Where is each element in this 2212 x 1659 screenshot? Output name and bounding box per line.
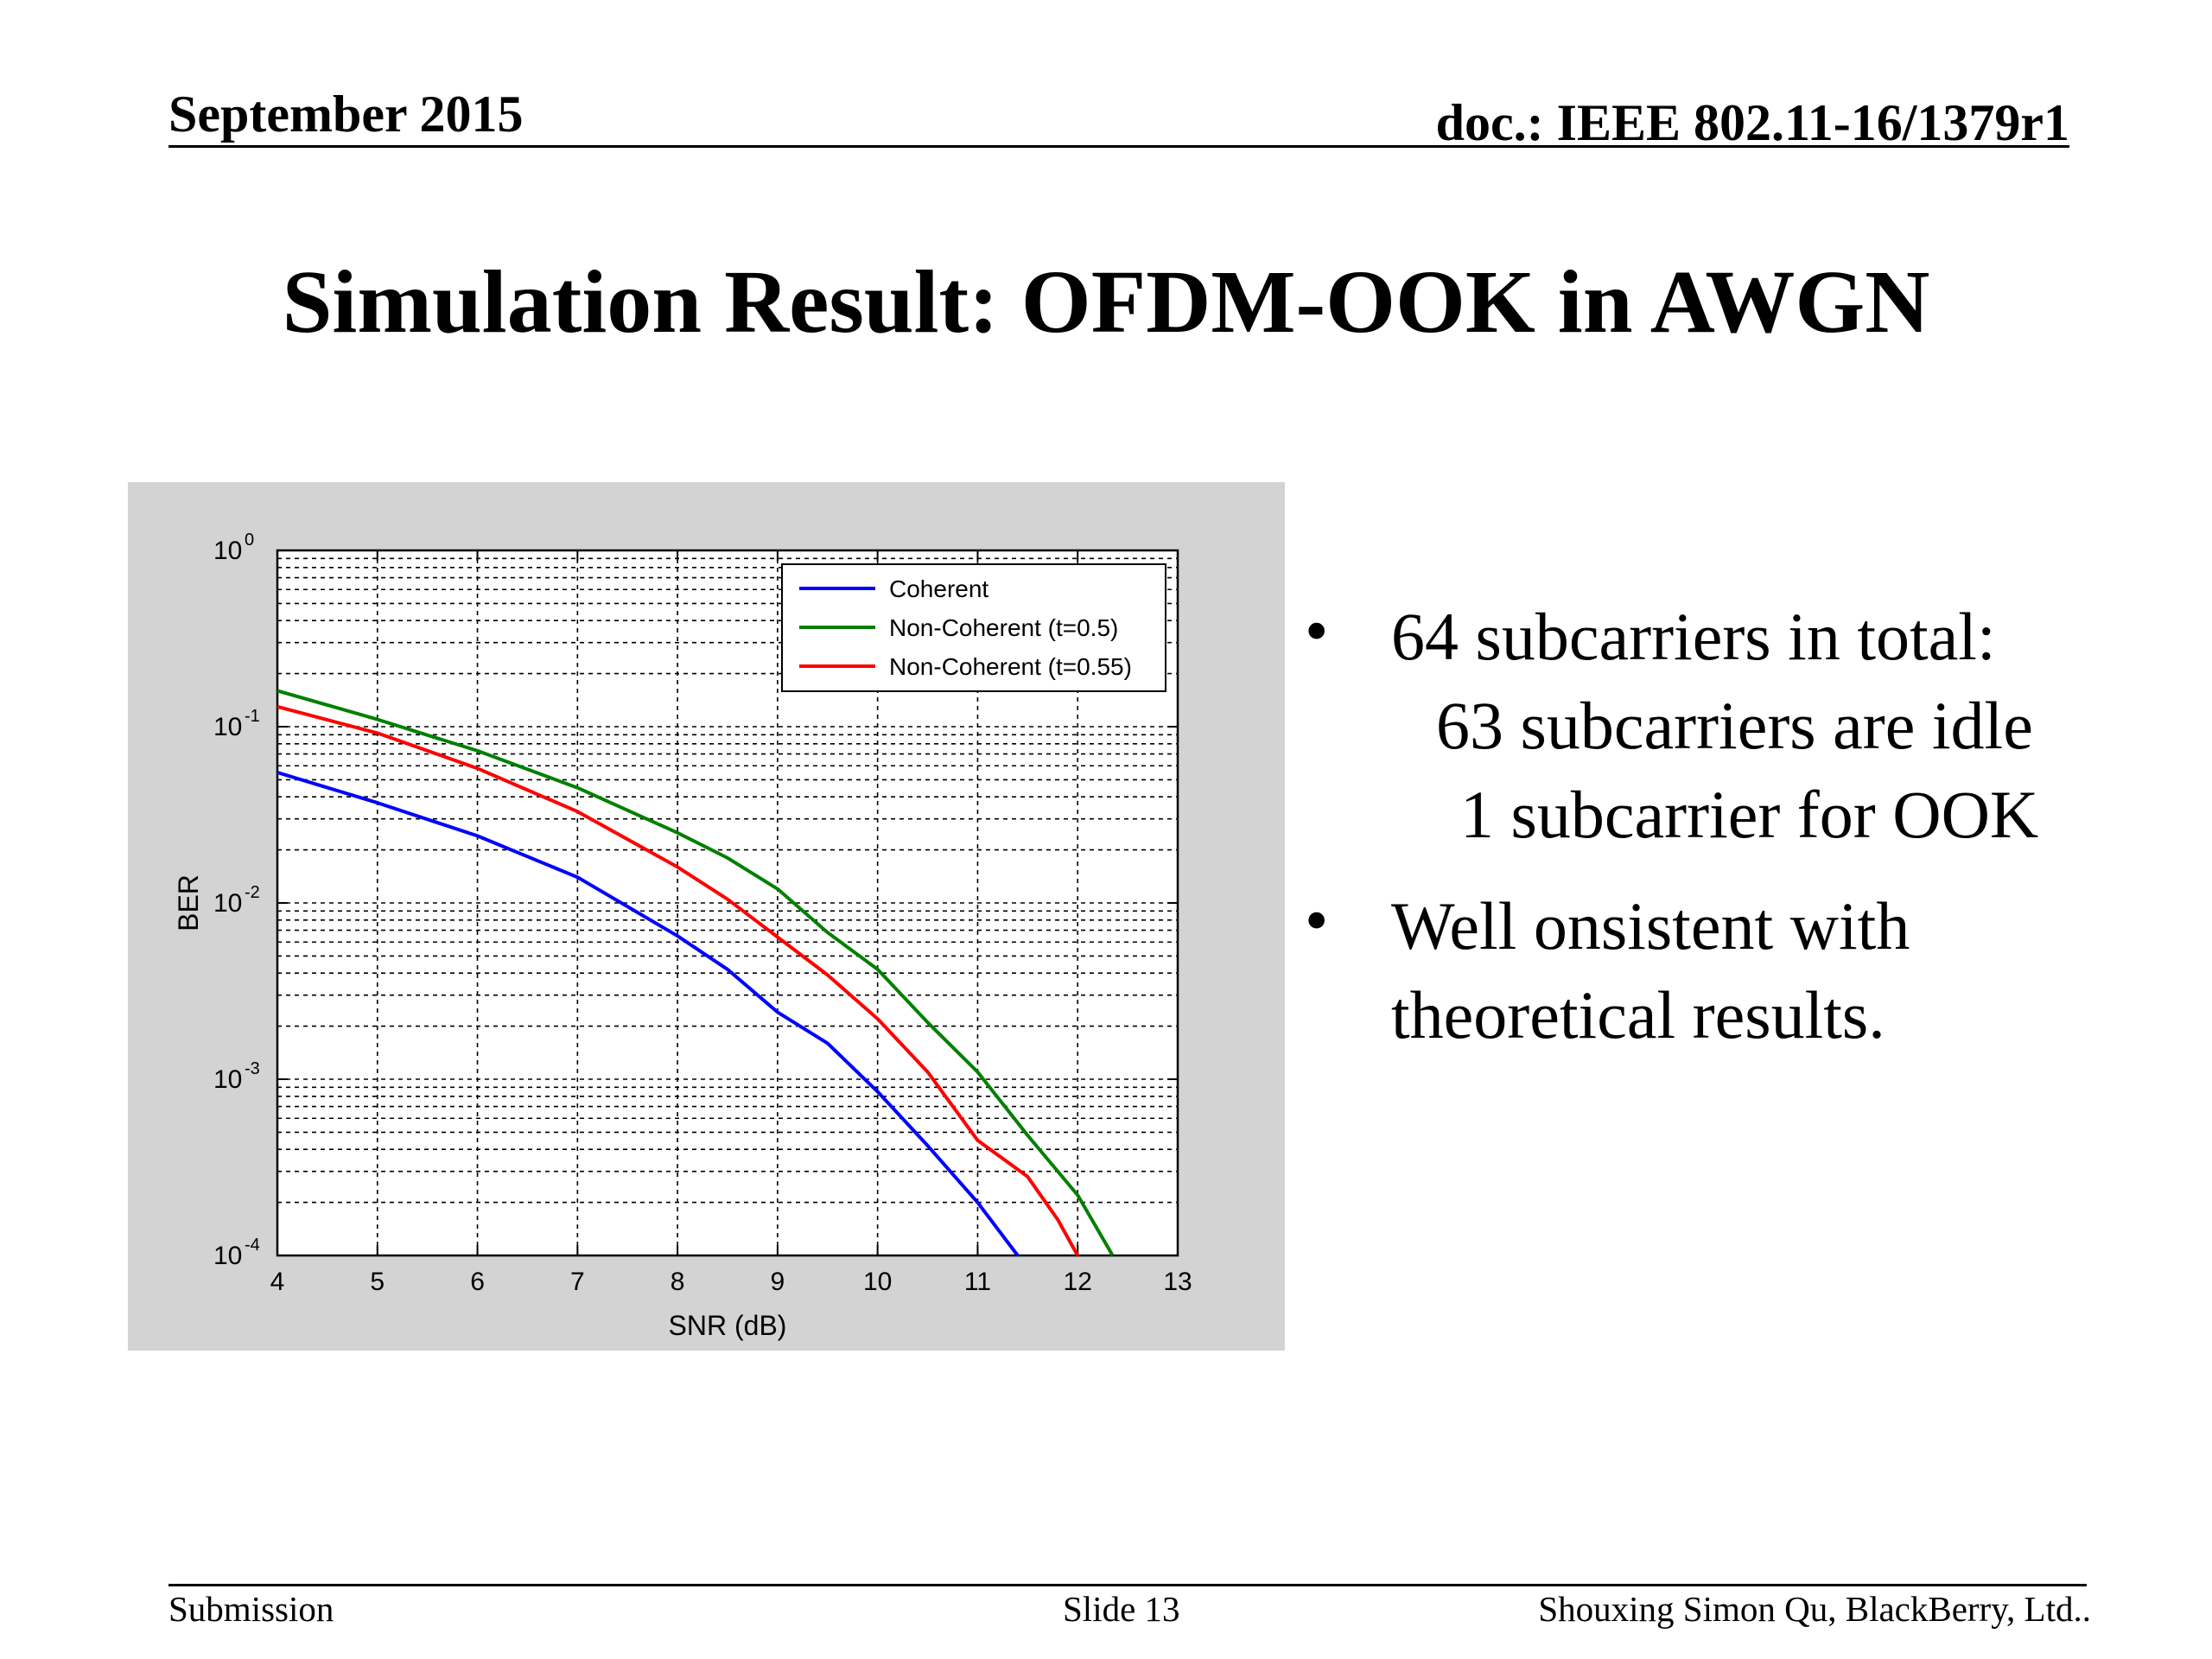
header-doc-id: doc.: IEEE 802.11-16/1379r1 [1435, 94, 2069, 151]
bullet-dot: • [1305, 882, 1329, 957]
x-tick-label: 8 [671, 1268, 685, 1296]
bullet-item: • Well onsistent with theoretical result… [1305, 881, 2177, 1059]
series-line [276, 689, 1115, 1257]
x-tick-label: 4 [270, 1268, 285, 1296]
y-tick-exponent: -2 [245, 883, 260, 902]
chart-panel: 4 5 6 7 8 9 10 11 12 13 10 0 10 -1 10 -2 10 -3 10 -4 SNR (dB… [128, 482, 1285, 1351]
y-tick-exponent: -1 [245, 707, 260, 726]
series-line [276, 704, 1079, 1256]
x-tick-label: 11 [964, 1268, 991, 1296]
bullet-list: • 64 subcarriers in total: 63 subcarrier… [1305, 592, 2177, 1082]
series-line [276, 771, 1020, 1257]
x-tick-label: 9 [771, 1268, 785, 1296]
footer-slide-number: Slide 13 [1063, 1589, 1180, 1629]
legend: Coherent Non-Coherent (t=0.5) Non-Coherent… [781, 563, 1166, 692]
footer-rule [168, 1584, 2087, 1586]
header-rule [168, 145, 2069, 148]
x-tick-label: 13 [1163, 1268, 1192, 1296]
bullet-line: theoretical results. [1391, 977, 1885, 1052]
footer-submission: Submission [168, 1589, 334, 1629]
footer-author: Shouxing Simon Qu, BlackBerry, Ltd.. [1538, 1589, 2091, 1629]
legend-label: Non-Coherent (t=0.5) [889, 614, 1118, 641]
header-date: September 2015 [168, 86, 524, 143]
bullet-line: Well onsistent with [1391, 888, 1910, 963]
y-tick-label: 10 [213, 537, 242, 565]
bullet-line: 1 subcarrier for OOK [1460, 777, 2039, 852]
slide-title: Simulation Result: OFDM-OOK in AWGN [282, 252, 1930, 352]
y-tick-label: 10 [213, 889, 242, 918]
x-tick-label: 12 [1064, 1268, 1092, 1296]
x-tick-label: 7 [570, 1268, 585, 1296]
y-tick-label: 10 [213, 713, 242, 741]
y-tick-label: 10 [213, 1065, 242, 1094]
x-axis-label: SNR (dB) [669, 1310, 787, 1341]
y-tick-exponent: -4 [245, 1236, 260, 1255]
x-tick-label: 6 [470, 1268, 485, 1296]
bullet-line: 64 subcarriers in total: [1391, 599, 1996, 674]
y-tick-exponent: 0 [245, 531, 254, 550]
y-tick-label: 10 [213, 1242, 242, 1270]
legend-label: Coherent [889, 575, 988, 602]
legend-label: Non-Coherent (t=0.55) [889, 653, 1132, 680]
x-tick-label: 5 [370, 1268, 385, 1296]
y-tick-exponent: -3 [245, 1059, 260, 1078]
x-tick-label: 10 [863, 1268, 892, 1296]
bullet-line: 63 subcarriers are idle [1436, 688, 2033, 763]
bullet-dot: • [1305, 593, 1329, 668]
y-axis-label: BER [173, 874, 204, 931]
bullet-item: • 64 subcarriers in total: 63 subcarrier… [1305, 592, 2177, 859]
